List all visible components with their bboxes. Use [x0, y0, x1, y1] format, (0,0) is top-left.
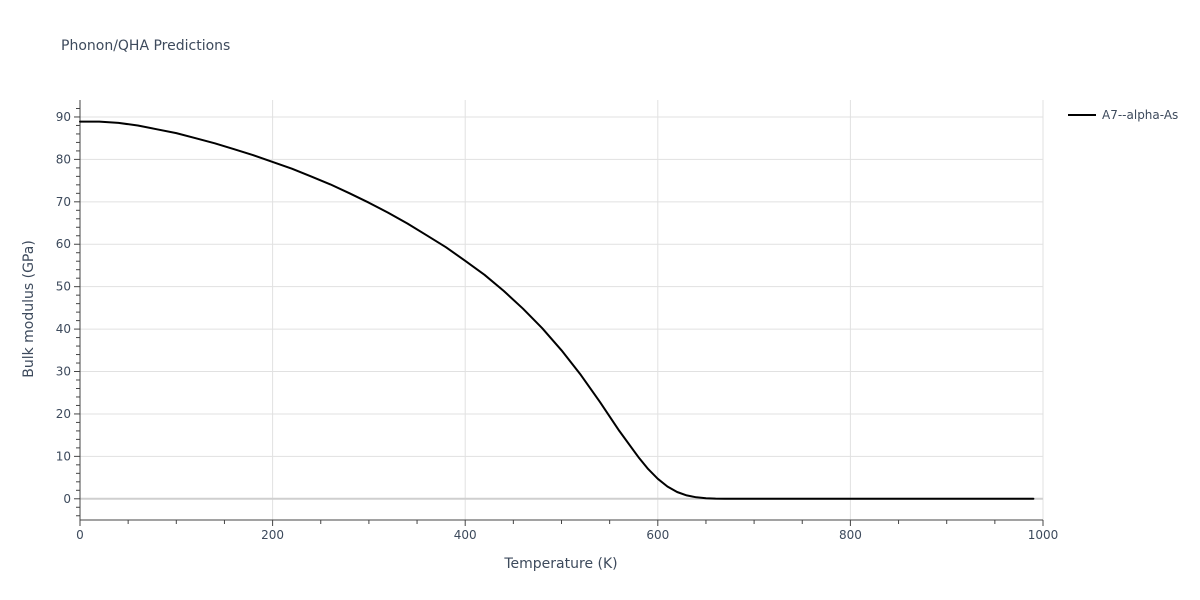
- grid: [80, 100, 1044, 520]
- axes: 0 200 400 600 800 1000 0 10 20 30 40 50 60 70 80 90: [56, 100, 1059, 542]
- x-tick-label: 600: [646, 528, 669, 542]
- y-tick-label: 70: [56, 195, 71, 209]
- x-axis-title: Temperature (K): [503, 556, 617, 572]
- x-tick-label: 400: [454, 528, 477, 542]
- legend-label: A7--alpha-As: [1102, 108, 1178, 122]
- y-tick-label: 10: [56, 449, 71, 463]
- y-tick-label: 50: [56, 280, 71, 294]
- y-tick-label: 30: [56, 365, 71, 379]
- y-axis-title: Bulk modulus (GPa): [21, 240, 37, 378]
- chart-title: Phonon/QHA Predictions: [61, 38, 230, 54]
- series-line: [79, 120, 1035, 500]
- x-tick-label: 1000: [1028, 528, 1059, 542]
- plot-area: [79, 120, 1035, 500]
- x-tick-label: 800: [839, 528, 862, 542]
- y-tick-label: 40: [56, 322, 71, 336]
- legend[interactable]: A7--alpha-As: [1068, 108, 1178, 122]
- x-tick-label: 0: [76, 528, 84, 542]
- x-tick-label: 200: [261, 528, 284, 542]
- y-tick-label: 60: [56, 237, 71, 251]
- y-tick-label: 20: [56, 407, 71, 421]
- y-tick-label: 0: [63, 492, 71, 506]
- y-tick-label: 80: [56, 152, 71, 166]
- y-tick-label: 90: [56, 110, 71, 124]
